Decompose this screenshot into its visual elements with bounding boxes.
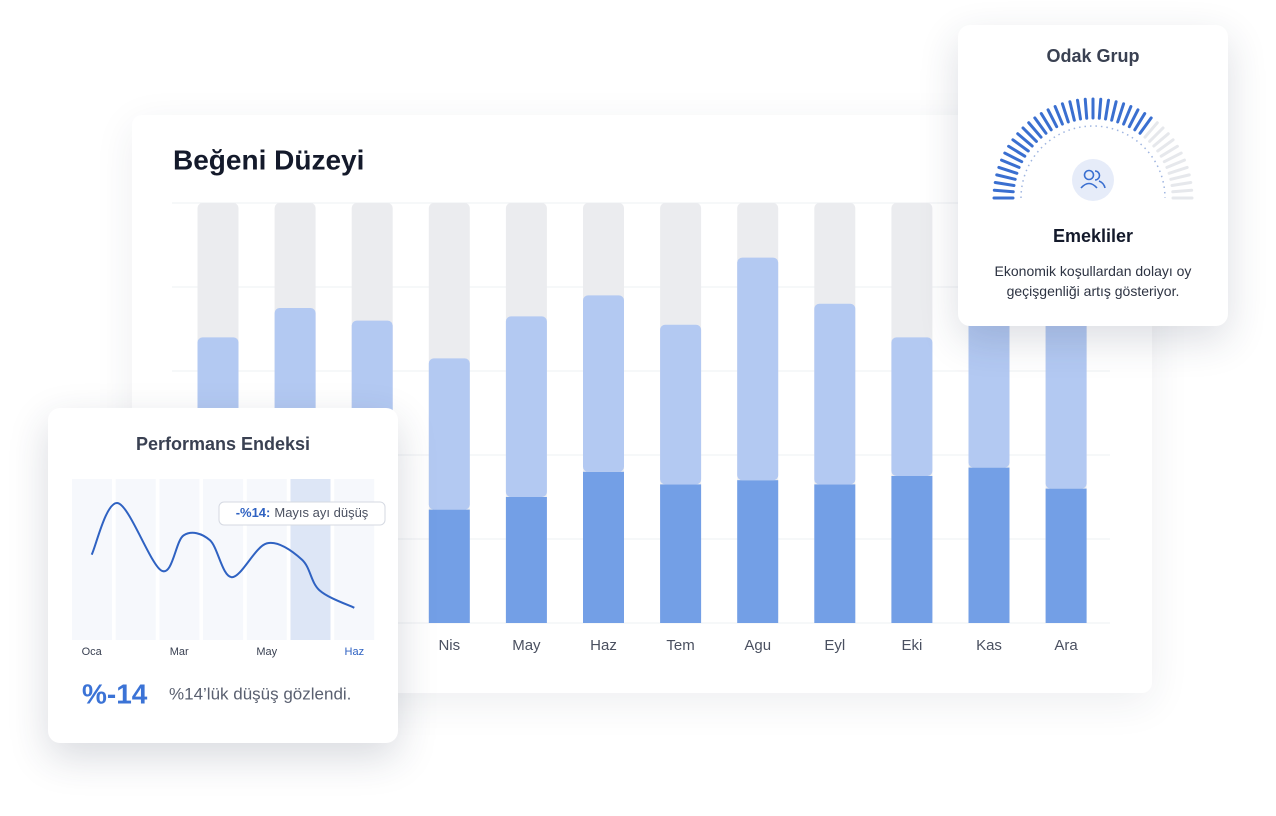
column-band xyxy=(115,479,156,640)
gauge-tick-active xyxy=(1039,112,1053,132)
gauge-tick-active xyxy=(1097,97,1103,120)
x-tick-label: May xyxy=(256,646,277,658)
bar-segment xyxy=(814,303,856,485)
annotation: -%14: Mayıs ayı düşüş xyxy=(236,505,369,520)
bar-segment xyxy=(737,257,779,481)
bar-segment xyxy=(968,299,1010,468)
kpi-text: %14’lük düşüş gözlendi. xyxy=(169,684,351,703)
bar-segment xyxy=(968,467,1010,623)
bar-segment xyxy=(660,484,702,623)
gauge-tick-active xyxy=(992,188,1015,194)
x-tick-label: May xyxy=(512,637,541,654)
gauge-tick xyxy=(1148,126,1165,143)
gauge-tick-active xyxy=(1138,116,1153,135)
gauge-tick-active xyxy=(1003,151,1024,164)
gauge-tick xyxy=(1171,188,1194,194)
gauge-tick xyxy=(1152,132,1170,148)
gauge-tick-active xyxy=(1046,108,1059,129)
gauge-tick xyxy=(1143,121,1159,139)
gauge-tick-active xyxy=(1007,144,1027,158)
gauge-tick xyxy=(1156,138,1175,153)
x-tick-label: Tem xyxy=(666,637,694,654)
gauge-tick-active xyxy=(997,165,1019,175)
gauge-tick-active xyxy=(1016,132,1034,148)
gauge-card: Odak Grup Emekliler Ekonomik koşullardan… xyxy=(958,25,1228,326)
x-tick-label: Agu xyxy=(744,637,771,654)
users-icon xyxy=(1080,169,1106,189)
gauge-tick-active xyxy=(1127,108,1140,129)
chart-title: Beğeni Düzeyi xyxy=(173,144,364,175)
x-tick-label: Eki xyxy=(901,637,922,654)
x-tick-label: Haz xyxy=(345,646,365,658)
x-tick-label: Eyl xyxy=(824,637,845,654)
bar-segment xyxy=(505,316,547,497)
line xyxy=(90,502,355,609)
performance-card: Performans Endeksi Oca Mar May Haz -%14: Mayı… xyxy=(48,408,398,743)
gauge-tick xyxy=(1170,181,1193,187)
gauge-tick-active xyxy=(1110,100,1118,122)
gauge-tick-active xyxy=(1060,102,1070,124)
x-tick-label: Oca xyxy=(82,646,103,658)
gauge-tick-active xyxy=(1027,121,1043,139)
gauge-tick-active xyxy=(1133,112,1147,132)
x-tick-label: Mar xyxy=(170,646,189,658)
gauge-label: Emekliler xyxy=(1053,226,1133,246)
bar-segment xyxy=(1045,312,1087,489)
gauge-inner-arc xyxy=(1020,125,1166,199)
bar-segment xyxy=(891,337,933,476)
gauge-tick-active xyxy=(995,173,1017,181)
gauge-tick xyxy=(1169,173,1191,181)
gauge-tick-active xyxy=(993,181,1016,187)
gauge-tick-active xyxy=(1053,105,1064,126)
gauge-tick xyxy=(1165,158,1186,169)
gauge-tick-active xyxy=(1104,98,1110,121)
x-tick-label: Ara xyxy=(1054,637,1078,654)
gauge-tick-active xyxy=(1021,126,1038,143)
gauge-tick-active xyxy=(1000,158,1021,169)
gauge-tick-active xyxy=(1033,116,1048,135)
card-title: Performans Endeksi xyxy=(136,434,310,454)
kpi: %-14 xyxy=(82,678,148,709)
line-chart: Performans Endeksi Oca Mar May Haz -%14: Mayı… xyxy=(72,434,386,709)
card-title: Odak Grup xyxy=(1046,46,1139,66)
gauge-tick-active xyxy=(1076,98,1082,121)
gauge-tick xyxy=(1167,165,1189,175)
bar-segment xyxy=(505,497,547,623)
icon-bg xyxy=(1072,159,1114,201)
annotation-text: Mayıs ayı düşüş xyxy=(274,505,368,520)
column-band xyxy=(72,479,112,640)
annotation-value: -%14: xyxy=(236,505,271,520)
bar-segment xyxy=(428,509,470,623)
column-band xyxy=(159,479,200,640)
bar-segment xyxy=(428,358,470,510)
bar-segment xyxy=(1045,488,1087,623)
bar-segment xyxy=(814,484,856,623)
annotation-box xyxy=(218,501,386,526)
x-tick-label: Nis xyxy=(438,637,460,654)
gauge-tick-active xyxy=(1011,138,1030,153)
description: Ekonomik koşullardan dolayı oy geçişgenl… xyxy=(994,263,1192,299)
gauge-value xyxy=(992,97,1153,200)
gauge-tick-active xyxy=(1122,105,1133,126)
gauge-chart: Odak Grup Emekliler xyxy=(992,46,1194,246)
x-tick-label: Kas xyxy=(976,637,1002,654)
gauge-tick xyxy=(1159,144,1179,158)
bar-segment xyxy=(583,471,624,623)
bar-segment xyxy=(660,324,702,485)
x-tick-label: Haz xyxy=(590,637,617,654)
bar-segment xyxy=(891,476,933,623)
gauge-tick-active xyxy=(1116,102,1126,124)
gauge-tick-active xyxy=(1068,100,1076,122)
bar-segment xyxy=(583,295,624,472)
bar-segment xyxy=(737,480,779,623)
gauge-tick xyxy=(1162,151,1183,164)
gauge-tick-active xyxy=(1083,97,1089,120)
